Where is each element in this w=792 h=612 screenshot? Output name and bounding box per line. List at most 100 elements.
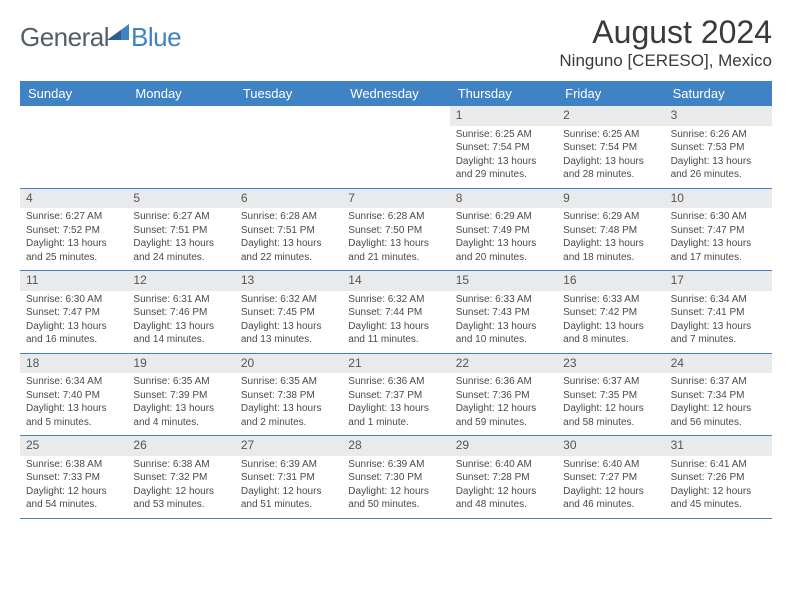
- day-number: 6: [235, 189, 342, 209]
- day-cell: 21Sunrise: 6:36 AMSunset: 7:37 PMDayligh…: [342, 354, 449, 436]
- day-cell: 22Sunrise: 6:36 AMSunset: 7:36 PMDayligh…: [450, 354, 557, 436]
- day-number: 8: [450, 189, 557, 209]
- day-daylight1: Daylight: 12 hours: [456, 485, 553, 499]
- day-sunset: Sunset: 7:51 PM: [133, 224, 230, 238]
- day-number: 21: [342, 354, 449, 374]
- day-sunrise: Sunrise: 6:34 AM: [671, 293, 768, 307]
- day-number: [342, 106, 449, 124]
- day-sunset: Sunset: 7:35 PM: [563, 389, 660, 403]
- day-sunrise: Sunrise: 6:37 AM: [563, 375, 660, 389]
- day-daylight1: Daylight: 13 hours: [241, 320, 338, 334]
- day-body: Sunrise: 6:28 AMSunset: 7:50 PMDaylight:…: [342, 208, 449, 270]
- day-body: Sunrise: 6:25 AMSunset: 7:54 PMDaylight:…: [450, 126, 557, 188]
- day-daylight1: Daylight: 12 hours: [348, 485, 445, 499]
- day-body: Sunrise: 6:36 AMSunset: 7:37 PMDaylight:…: [342, 373, 449, 435]
- day-cell: 16Sunrise: 6:33 AMSunset: 7:42 PMDayligh…: [557, 271, 664, 353]
- day-sunrise: Sunrise: 6:39 AM: [348, 458, 445, 472]
- day-sunset: Sunset: 7:52 PM: [26, 224, 123, 238]
- day-daylight2: and 24 minutes.: [133, 251, 230, 265]
- day-daylight2: and 2 minutes.: [241, 416, 338, 430]
- day-number: 20: [235, 354, 342, 374]
- day-daylight2: and 26 minutes.: [671, 168, 768, 182]
- day-number: 18: [20, 354, 127, 374]
- day-cell: 12Sunrise: 6:31 AMSunset: 7:46 PMDayligh…: [127, 271, 234, 353]
- day-number: 3: [665, 106, 772, 126]
- day-sunset: Sunset: 7:31 PM: [241, 471, 338, 485]
- day-cell: 2Sunrise: 6:25 AMSunset: 7:54 PMDaylight…: [557, 106, 664, 188]
- day-cell: 14Sunrise: 6:32 AMSunset: 7:44 PMDayligh…: [342, 271, 449, 353]
- day-sunrise: Sunrise: 6:25 AM: [563, 128, 660, 142]
- day-sunrise: Sunrise: 6:36 AM: [456, 375, 553, 389]
- day-sunrise: Sunrise: 6:29 AM: [563, 210, 660, 224]
- day-daylight2: and 58 minutes.: [563, 416, 660, 430]
- day-cell: 20Sunrise: 6:35 AMSunset: 7:38 PMDayligh…: [235, 354, 342, 436]
- day-sunrise: Sunrise: 6:32 AM: [348, 293, 445, 307]
- day-sunrise: Sunrise: 6:27 AM: [133, 210, 230, 224]
- day-body: Sunrise: 6:39 AMSunset: 7:31 PMDaylight:…: [235, 456, 342, 518]
- day-body: Sunrise: 6:39 AMSunset: 7:30 PMDaylight:…: [342, 456, 449, 518]
- day-sunset: Sunset: 7:26 PM: [671, 471, 768, 485]
- day-sunrise: Sunrise: 6:30 AM: [671, 210, 768, 224]
- day-sunrise: Sunrise: 6:36 AM: [348, 375, 445, 389]
- day-daylight2: and 13 minutes.: [241, 333, 338, 347]
- day-daylight2: and 45 minutes.: [671, 498, 768, 512]
- day-daylight2: and 28 minutes.: [563, 168, 660, 182]
- day-sunset: Sunset: 7:41 PM: [671, 306, 768, 320]
- day-sunset: Sunset: 7:47 PM: [26, 306, 123, 320]
- day-sunset: Sunset: 7:37 PM: [348, 389, 445, 403]
- day-sunset: Sunset: 7:30 PM: [348, 471, 445, 485]
- logo-text-blue: Blue: [131, 22, 181, 53]
- day-body: Sunrise: 6:40 AMSunset: 7:28 PMDaylight:…: [450, 456, 557, 518]
- weekday-friday: Friday: [557, 81, 664, 106]
- day-cell: 9Sunrise: 6:29 AMSunset: 7:48 PMDaylight…: [557, 189, 664, 271]
- day-sunset: Sunset: 7:46 PM: [133, 306, 230, 320]
- day-sunset: Sunset: 7:42 PM: [563, 306, 660, 320]
- day-number: 2: [557, 106, 664, 126]
- day-daylight2: and 56 minutes.: [671, 416, 768, 430]
- calendar: Sunday Monday Tuesday Wednesday Thursday…: [20, 81, 772, 519]
- day-daylight2: and 25 minutes.: [26, 251, 123, 265]
- day-number: 15: [450, 271, 557, 291]
- day-body: Sunrise: 6:30 AMSunset: 7:47 PMDaylight:…: [665, 208, 772, 270]
- day-sunset: Sunset: 7:34 PM: [671, 389, 768, 403]
- day-daylight2: and 8 minutes.: [563, 333, 660, 347]
- day-daylight1: Daylight: 13 hours: [671, 237, 768, 251]
- day-daylight2: and 54 minutes.: [26, 498, 123, 512]
- weekday-saturday: Saturday: [665, 81, 772, 106]
- day-body: Sunrise: 6:33 AMSunset: 7:43 PMDaylight:…: [450, 291, 557, 353]
- day-body: Sunrise: 6:29 AMSunset: 7:48 PMDaylight:…: [557, 208, 664, 270]
- day-sunset: Sunset: 7:27 PM: [563, 471, 660, 485]
- day-number: 11: [20, 271, 127, 291]
- day-cell: 10Sunrise: 6:30 AMSunset: 7:47 PMDayligh…: [665, 189, 772, 271]
- day-daylight2: and 7 minutes.: [671, 333, 768, 347]
- day-cell: [20, 106, 127, 188]
- day-daylight1: Daylight: 13 hours: [133, 320, 230, 334]
- day-daylight1: Daylight: 13 hours: [456, 155, 553, 169]
- day-sunset: Sunset: 7:39 PM: [133, 389, 230, 403]
- page-title: August 2024: [559, 14, 772, 51]
- logo: General Blue: [20, 22, 181, 53]
- day-body: Sunrise: 6:41 AMSunset: 7:26 PMDaylight:…: [665, 456, 772, 518]
- day-sunset: Sunset: 7:47 PM: [671, 224, 768, 238]
- day-number: 17: [665, 271, 772, 291]
- week-row: 11Sunrise: 6:30 AMSunset: 7:47 PMDayligh…: [20, 271, 772, 354]
- day-body: Sunrise: 6:38 AMSunset: 7:33 PMDaylight:…: [20, 456, 127, 518]
- day-sunset: Sunset: 7:33 PM: [26, 471, 123, 485]
- day-number: 7: [342, 189, 449, 209]
- day-daylight1: Daylight: 12 hours: [456, 402, 553, 416]
- day-number: 24: [665, 354, 772, 374]
- day-body: Sunrise: 6:34 AMSunset: 7:41 PMDaylight:…: [665, 291, 772, 353]
- header-right: August 2024 Ninguno [CERESO], Mexico: [559, 14, 772, 73]
- day-body: Sunrise: 6:35 AMSunset: 7:38 PMDaylight:…: [235, 373, 342, 435]
- day-sunset: Sunset: 7:51 PM: [241, 224, 338, 238]
- day-daylight1: Daylight: 12 hours: [26, 485, 123, 499]
- day-daylight1: Daylight: 13 hours: [563, 320, 660, 334]
- day-number: 19: [127, 354, 234, 374]
- day-daylight2: and 22 minutes.: [241, 251, 338, 265]
- day-daylight1: Daylight: 13 hours: [26, 320, 123, 334]
- day-body: Sunrise: 6:38 AMSunset: 7:32 PMDaylight:…: [127, 456, 234, 518]
- weekday-monday: Monday: [127, 81, 234, 106]
- day-daylight1: Daylight: 13 hours: [563, 155, 660, 169]
- day-sunset: Sunset: 7:53 PM: [671, 141, 768, 155]
- day-cell: 8Sunrise: 6:29 AMSunset: 7:49 PMDaylight…: [450, 189, 557, 271]
